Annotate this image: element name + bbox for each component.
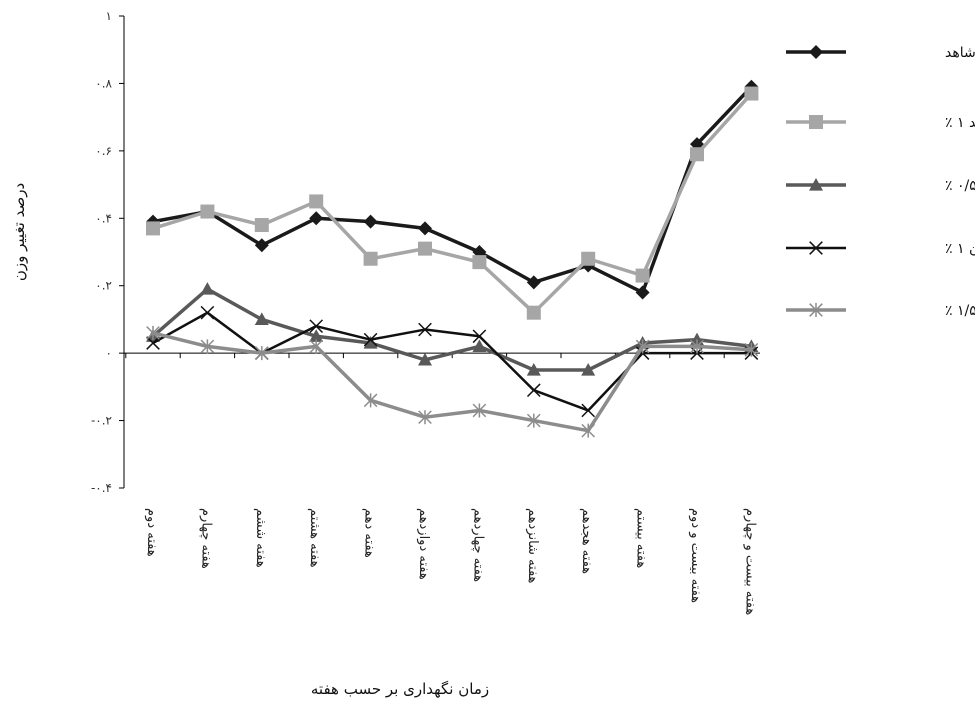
series-line: [152, 311, 752, 412]
data-point: [526, 363, 541, 376]
data-point: [418, 410, 432, 425]
series-line: [152, 331, 752, 433]
data-point: [526, 413, 541, 428]
y-tick-label: ۰.۲: [95, 279, 112, 293]
data-point: [254, 346, 269, 361]
series: [146, 325, 759, 438]
data-point: [363, 251, 378, 266]
data-point: [581, 251, 596, 266]
legend-swatch-marker: [809, 45, 823, 59]
data-point: [418, 322, 432, 337]
data-point: [418, 221, 432, 236]
data-point: [635, 285, 650, 300]
data-point: [200, 204, 215, 219]
legend-item: استیک اسید ۱ ٪: [786, 115, 975, 131]
data-point: [309, 211, 324, 226]
data-point: [146, 325, 160, 340]
series-line: [152, 85, 753, 295]
x-tick-label: هفته ششم: [253, 508, 268, 568]
data-point: [418, 352, 432, 366]
y-tick-label: -۰.۴: [91, 481, 112, 495]
legend-swatch-marker: [809, 241, 823, 255]
data-point: [363, 214, 378, 229]
series-line: [151, 287, 752, 372]
legend-label: کیتوزان ۱/۵ ٪: [945, 303, 975, 319]
series-layer: [146, 79, 759, 438]
legend-swatch-marker: [809, 303, 823, 317]
data-point: [472, 403, 487, 418]
data-point: [690, 147, 704, 162]
y-tick-label: ۱: [106, 9, 112, 23]
data-point: [744, 86, 759, 101]
data-point: [254, 238, 269, 253]
data-point: [254, 218, 269, 233]
data-point: [363, 332, 378, 347]
x-tick-label: هفته دوم: [144, 508, 159, 557]
data-point: [635, 339, 650, 354]
x-tick-label: هفته هجدهم: [579, 508, 594, 574]
legend-item: کیتوزان ۰/۵ ٪: [786, 178, 975, 194]
x-tick-label: هفته چهارم: [198, 508, 213, 569]
data-point: [581, 363, 596, 376]
legend-label: شاهد: [945, 45, 975, 61]
y-tick-label: ۰.۴: [95, 211, 112, 225]
y-tick-label: ۰: [106, 346, 112, 360]
legend-swatch-marker: [809, 115, 823, 129]
data-point: [635, 268, 650, 283]
x-tick-label: هفته بیست و چهارم: [742, 508, 757, 615]
data-point: [363, 393, 378, 408]
legend-item: کیتوزان ۱/۵ ٪: [786, 303, 975, 319]
y-tick-label: ۰.۸: [95, 76, 112, 90]
data-point: [200, 282, 215, 295]
series: [146, 282, 759, 376]
data-point: [472, 329, 487, 344]
legend: شاهد استیک اسید ۱ ٪ کیتوزان ۰/۵ ٪ کیتوزان ۱…: [786, 45, 975, 319]
x-axis-title: زمان نگهداری بر حسب هفته: [311, 680, 489, 698]
y-tick-label: -۰.۲: [91, 414, 112, 428]
y-axis-title: درصد تغییر وزن: [10, 183, 28, 281]
data-point: [309, 339, 324, 354]
x-tick-label: هفته هشتم: [307, 508, 322, 568]
data-point: [472, 339, 487, 352]
x-tick-label: هفته دوازدهم: [416, 508, 431, 580]
x-tick-label: هفته بیستم: [634, 508, 649, 568]
series: [146, 79, 759, 300]
data-point: [526, 383, 541, 398]
legend-label: کیتوزان ۰/۵ ٪: [945, 178, 975, 194]
series-line: [152, 92, 753, 315]
data-point: [363, 336, 378, 349]
legend-label: کیتوزان ۱ ٪: [945, 241, 975, 257]
data-point: [744, 342, 759, 357]
data-point: [200, 305, 215, 320]
x-axis: هفته دوم هفته چهارم هفته ششم هفته هشتم هفته …: [124, 352, 760, 615]
data-point: [309, 329, 324, 342]
y-tick-label: ۰.۶: [95, 144, 112, 158]
data-point: [526, 275, 541, 290]
data-point: [309, 319, 324, 334]
data-point: [581, 403, 596, 418]
legend-label: استیک اسید ۱ ٪: [945, 115, 975, 131]
x-tick-label: هفته دهم: [362, 508, 377, 558]
data-point: [581, 423, 596, 438]
data-point: [526, 305, 541, 320]
data-point: [146, 336, 160, 350]
legend-item: شاهد: [786, 45, 975, 61]
legend-item: کیتوزان ۱ ٪: [786, 241, 975, 257]
data-point: [200, 339, 215, 354]
data-point: [472, 255, 487, 270]
data-point: [309, 194, 324, 209]
data-point: [690, 339, 704, 354]
data-point: [146, 221, 160, 236]
y-axis: ۱ ۰.۸ ۰.۶ ۰.۴ ۰.۲ ۰ -۰.۲ -۰.۴: [91, 9, 125, 495]
series: [146, 86, 759, 320]
x-tick-label: هفته شانزدهم: [525, 508, 540, 584]
x-tick-label: هفته چهاردهم: [470, 508, 485, 582]
data-point: [418, 241, 432, 256]
series: [146, 305, 759, 418]
data-point: [254, 312, 269, 326]
legend-swatch-marker: [809, 178, 823, 191]
x-tick-label: هفته بیست و دوم: [688, 508, 703, 603]
